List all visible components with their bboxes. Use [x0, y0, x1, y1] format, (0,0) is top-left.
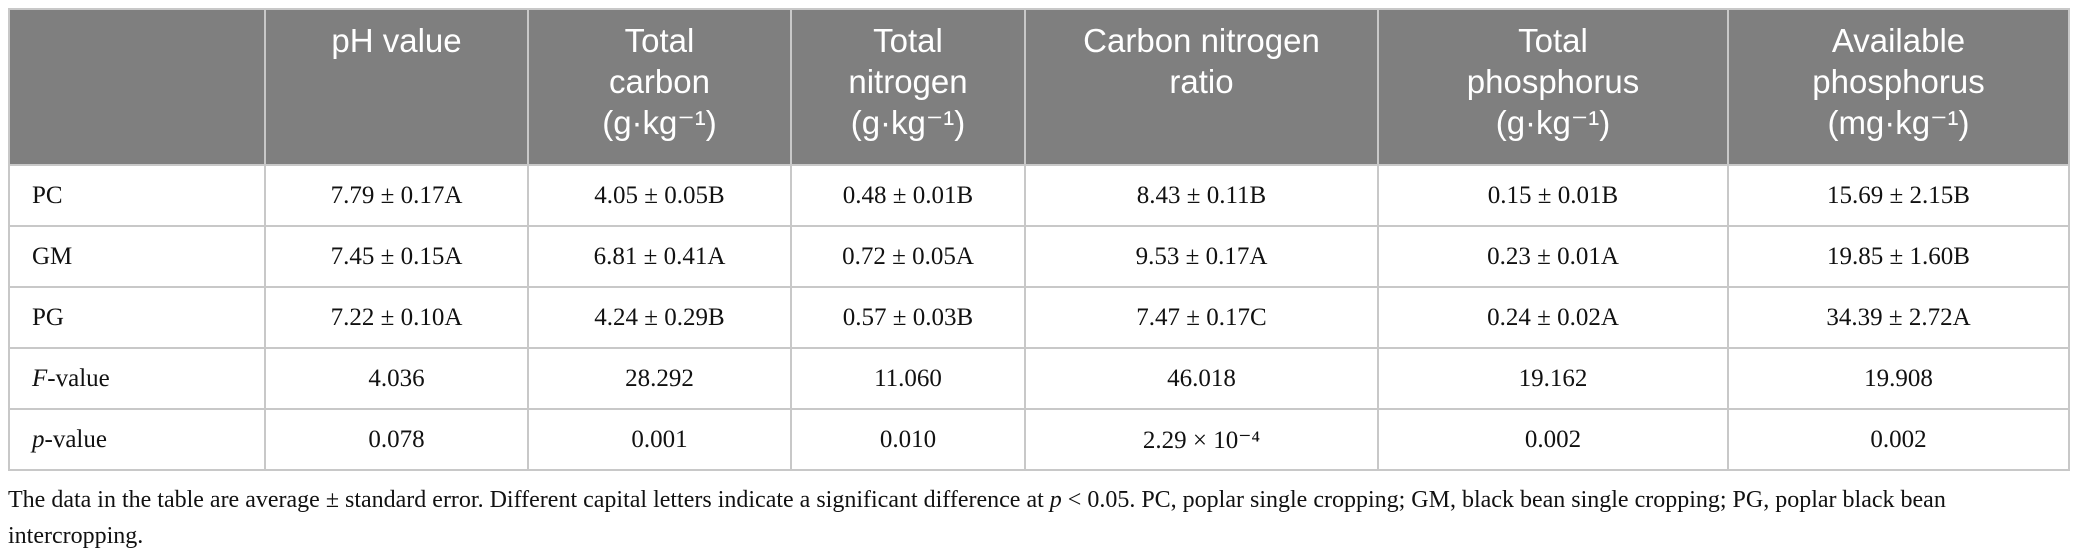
row-label-text: GM — [32, 242, 73, 270]
header-total-carbon: Total carbon (g·kg⁻¹) — [527, 8, 792, 166]
table-row: GM 7.45 ± 0.15A 6.81 ± 0.41A 0.72 ± 0.05A 9.… — [8, 225, 2070, 288]
table-row: F-value 4.036 28.292 11.060 46.018 19.162 19.9… — [8, 347, 2070, 410]
header-blank — [8, 8, 266, 166]
table-row: p-value 0.078 0.001 0.010 2.29 × 10⁻⁴ 0.002 0.… — [8, 408, 2070, 471]
row-label-text: -value — [44, 425, 107, 453]
table-cell: 9.53 ± 0.17A — [1024, 225, 1379, 288]
table-cell: 6.81 ± 0.41A — [527, 225, 792, 288]
table-cell: 7.45 ± 0.15A — [264, 225, 529, 288]
soil-properties-table: pH value Total carbon (g·kg⁻¹) Total nit… — [8, 8, 2070, 471]
row-label: F-value — [8, 347, 266, 410]
table-cell: 4.24 ± 0.29B — [527, 286, 792, 349]
footnote-text-2: < 0.05. PC, poplar single cropping; GM, … — [8, 487, 1946, 549]
table-cell: 46.018 — [1024, 347, 1379, 410]
table-cell: 0.48 ± 0.01B — [790, 164, 1026, 227]
table-header-row: pH value Total carbon (g·kg⁻¹) Total nit… — [8, 8, 2070, 166]
row-label: PC — [8, 164, 266, 227]
table-cell: 7.22 ± 0.10A — [264, 286, 529, 349]
table-cell: 2.29 × 10⁻⁴ — [1024, 408, 1379, 471]
header-available-phosphorus: Available phosphorus (mg·kg⁻¹) — [1727, 8, 2070, 166]
header-total-nitrogen: Total nitrogen (g·kg⁻¹) — [790, 8, 1026, 166]
table-cell: 0.24 ± 0.02A — [1377, 286, 1729, 349]
table-row: PC 7.79 ± 0.17A 4.05 ± 0.05B 0.48 ± 0.01B 8.… — [8, 164, 2070, 227]
table-cell: 0.15 ± 0.01B — [1377, 164, 1729, 227]
table-cell: 19.85 ± 1.60B — [1727, 225, 2070, 288]
table-cell: 0.23 ± 0.01A — [1377, 225, 1729, 288]
header-ph-value: pH value — [264, 8, 529, 166]
table-cell: 0.002 — [1727, 408, 2070, 471]
table-footnote: The data in the table are average ± stan… — [8, 482, 2068, 554]
table-cell: 4.05 ± 0.05B — [527, 164, 792, 227]
table-cell: 8.43 ± 0.11B — [1024, 164, 1379, 227]
table-cell: 19.162 — [1377, 347, 1729, 410]
table-cell: 0.57 ± 0.03B — [790, 286, 1026, 349]
header-total-phosphorus: Total phosphorus (g·kg⁻¹) — [1377, 8, 1729, 166]
table-cell: 0.002 — [1377, 408, 1729, 471]
row-label: GM — [8, 225, 266, 288]
table-cell: 34.39 ± 2.72A — [1727, 286, 2070, 349]
row-label-text: PC — [32, 181, 63, 209]
header-carbon-nitrogen-ratio: Carbon nitrogen ratio — [1024, 8, 1379, 166]
footnote-text-1: The data in the table are average ± stan… — [8, 487, 1050, 513]
table-cell: 0.010 — [790, 408, 1026, 471]
table-cell: 19.908 — [1727, 347, 2070, 410]
table-cell: 4.036 — [264, 347, 529, 410]
table-cell: 7.47 ± 0.17C — [1024, 286, 1379, 349]
row-label: PG — [8, 286, 266, 349]
footnote-p-symbol: p — [1049, 487, 1062, 513]
table-cell: 0.001 — [527, 408, 792, 471]
row-label-text: PG — [32, 303, 64, 331]
table-cell: 11.060 — [790, 347, 1026, 410]
table-cell: 15.69 ± 2.15B — [1727, 164, 2070, 227]
table-cell: 28.292 — [527, 347, 792, 410]
row-label-italic: p — [32, 425, 45, 453]
table-cell: 0.078 — [264, 408, 529, 471]
row-label-italic: F — [32, 364, 48, 392]
row-label-text: -value — [47, 364, 110, 392]
table-row: PG 7.22 ± 0.10A 4.24 ± 0.29B 0.57 ± 0.03B 7.… — [8, 286, 2070, 349]
row-label: p-value — [8, 408, 266, 471]
table-cell: 7.79 ± 0.17A — [264, 164, 529, 227]
table-cell: 0.72 ± 0.05A — [790, 225, 1026, 288]
